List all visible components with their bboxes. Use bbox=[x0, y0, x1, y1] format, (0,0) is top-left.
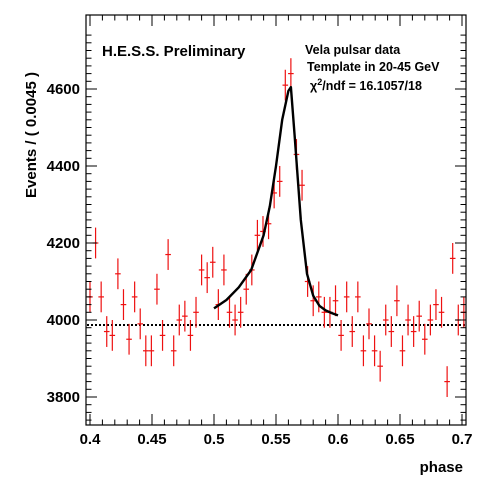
data-point bbox=[154, 273, 160, 305]
data-point bbox=[165, 239, 171, 270]
data-point bbox=[371, 335, 378, 367]
data-point bbox=[209, 246, 216, 278]
x-axis-label: phase bbox=[420, 459, 463, 476]
y-axis-label: Events / ( 0.0045 ) bbox=[23, 72, 40, 198]
data-point bbox=[170, 335, 177, 367]
preliminary-label: H.E.S.S. Preliminary bbox=[102, 43, 246, 60]
data-point bbox=[282, 69, 289, 101]
chi2-superscript: 2 bbox=[317, 77, 322, 87]
data-point bbox=[416, 300, 423, 332]
y-tick-label: 4400 bbox=[47, 158, 80, 175]
data-point bbox=[176, 304, 183, 336]
data-point bbox=[109, 320, 116, 351]
data-point bbox=[299, 169, 305, 201]
x-tick-label: 0.6 bbox=[328, 431, 349, 448]
data-point bbox=[159, 320, 166, 351]
data-point bbox=[399, 335, 406, 367]
data-point bbox=[321, 296, 328, 328]
data-point bbox=[410, 316, 417, 347]
data-point bbox=[338, 320, 344, 351]
data-point bbox=[120, 289, 127, 320]
y-tick-label: 4600 bbox=[47, 81, 80, 98]
data-point bbox=[131, 281, 138, 313]
data-point bbox=[98, 281, 104, 313]
data-point bbox=[126, 323, 132, 355]
data-point bbox=[143, 335, 149, 367]
x-tick-label: 0.65 bbox=[385, 431, 414, 448]
data-point bbox=[193, 296, 199, 328]
tick-labels: 0.4 0.45 0.5 0.55 0.6 0.65 0.7 3800 4000 4200 4400… bbox=[47, 81, 473, 448]
data-point bbox=[315, 281, 322, 313]
data-point bbox=[204, 262, 210, 294]
x-tick-label: 0.7 bbox=[452, 431, 473, 448]
template-label: Template in 20-45 GeV bbox=[307, 60, 440, 74]
data-point bbox=[349, 316, 356, 347]
data-point bbox=[237, 296, 244, 328]
y-tick-label: 4000 bbox=[47, 312, 80, 329]
fit-curve bbox=[213, 85, 339, 317]
chi2-label: χ2/ndf = 16.1057/18 bbox=[310, 77, 422, 93]
x-tick-label: 0.45 bbox=[137, 431, 166, 448]
x-tick-label: 0.5 bbox=[204, 431, 225, 448]
data-point bbox=[182, 300, 188, 332]
y-tick-label: 3800 bbox=[47, 389, 80, 406]
data-point bbox=[355, 281, 361, 313]
data-point bbox=[360, 335, 367, 367]
data-point bbox=[427, 304, 434, 336]
data-point bbox=[221, 254, 227, 286]
data-point bbox=[254, 219, 261, 251]
data-point bbox=[377, 350, 383, 382]
data-point bbox=[115, 258, 121, 290]
fit-curve-group bbox=[213, 85, 339, 317]
tick-marks bbox=[86, 15, 466, 425]
data-point bbox=[366, 308, 372, 340]
data-point bbox=[187, 320, 194, 351]
chi2-value: /ndf = 16.1057/18 bbox=[322, 79, 422, 93]
data-point bbox=[232, 304, 238, 336]
x-tick-label: 0.4 bbox=[80, 431, 102, 448]
data-point bbox=[288, 58, 294, 89]
data-point bbox=[405, 304, 411, 336]
data-point bbox=[444, 366, 450, 397]
data-point bbox=[433, 289, 439, 320]
data-point bbox=[137, 308, 144, 340]
data-point bbox=[343, 281, 350, 313]
data-point bbox=[422, 323, 428, 355]
data-point bbox=[449, 243, 456, 274]
data-point bbox=[276, 166, 283, 197]
y-tick-label: 4200 bbox=[47, 235, 80, 252]
x-tick-label: 0.55 bbox=[261, 431, 290, 448]
dataset-label: Vela pulsar data bbox=[305, 43, 401, 57]
data-point bbox=[332, 285, 339, 317]
data-point bbox=[388, 316, 395, 347]
data-point bbox=[198, 254, 205, 286]
data-point bbox=[103, 316, 110, 347]
data-point bbox=[382, 304, 389, 336]
chi2-symbol: χ bbox=[310, 79, 318, 93]
data-point bbox=[438, 296, 445, 328]
data-point bbox=[243, 273, 250, 305]
data-point bbox=[226, 296, 233, 328]
data-point bbox=[148, 335, 155, 367]
data-point bbox=[394, 285, 400, 317]
